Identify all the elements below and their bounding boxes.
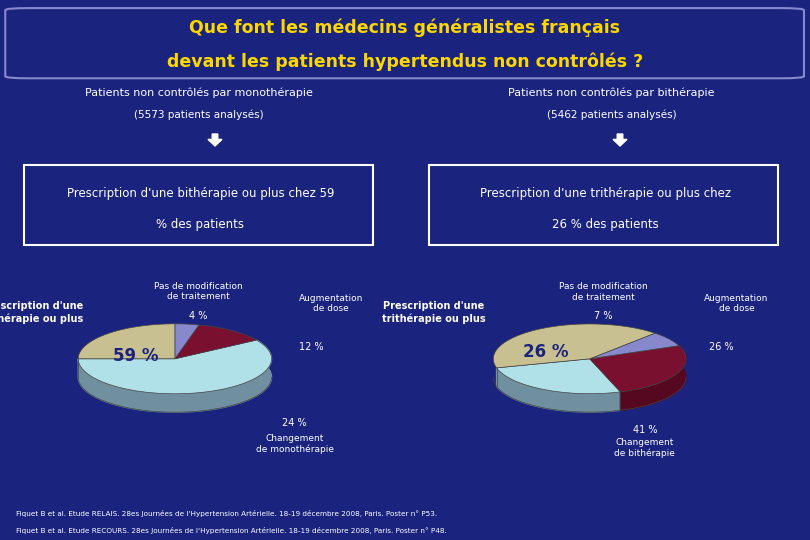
Text: Changement
de bithérapie: Changement de bithérapie	[614, 438, 676, 458]
Polygon shape	[79, 340, 271, 412]
Text: 12 %: 12 %	[299, 342, 324, 352]
FancyBboxPatch shape	[23, 165, 373, 245]
Text: Prescription d'une trithérapie ou plus chez: Prescription d'une trithérapie ou plus c…	[480, 187, 731, 200]
Text: Prescription d'une
trithérapie ou plus: Prescription d'une trithérapie ou plus	[382, 301, 485, 325]
Text: Patients non contrôlés par bithérapie: Patients non contrôlés par bithérapie	[509, 87, 714, 98]
Text: Que font les médecins généralistes français: Que font les médecins généralistes franç…	[190, 18, 620, 37]
Text: Prescription d'une
bithérapie ou plus: Prescription d'une bithérapie ou plus	[0, 301, 83, 325]
Text: 41 %: 41 %	[633, 424, 657, 435]
Text: 26 %: 26 %	[709, 342, 734, 352]
Text: 26 %: 26 %	[523, 343, 569, 361]
Polygon shape	[590, 333, 679, 359]
Text: 7 %: 7 %	[595, 310, 612, 321]
Text: Fiquet B et al. Etude RELAIS. 28es Journées de l'Hypertension Artérielle. 18-19 : Fiquet B et al. Etude RELAIS. 28es Journ…	[16, 510, 437, 517]
Text: Fiquet B et al. Etude RECOURS. 28es Journées de l'Hypertension Artérielle. 18-19: Fiquet B et al. Etude RECOURS. 28es Jour…	[16, 528, 447, 534]
Polygon shape	[590, 346, 686, 392]
Text: % des patients: % des patients	[156, 218, 245, 231]
Polygon shape	[79, 324, 175, 359]
Polygon shape	[620, 346, 686, 410]
Text: 26 % des patients: 26 % des patients	[552, 218, 659, 231]
Text: Augmentation
de dose: Augmentation de dose	[299, 294, 364, 313]
Polygon shape	[175, 325, 257, 359]
Polygon shape	[79, 340, 271, 394]
Polygon shape	[493, 324, 655, 368]
Polygon shape	[497, 368, 620, 412]
Text: Pas de modification
de traitement: Pas de modification de traitement	[154, 282, 242, 301]
Text: Pas de modification
de traitement: Pas de modification de traitement	[559, 282, 648, 301]
Text: devant les patients hypertendus non contrôlés ?: devant les patients hypertendus non cont…	[167, 52, 643, 71]
Polygon shape	[497, 359, 620, 394]
Text: Patients non contrôlés par monothérapie: Patients non contrôlés par monothérapie	[84, 87, 313, 98]
Text: Changement
de monothérapie: Changement de monothérapie	[255, 434, 334, 454]
Text: 4 %: 4 %	[189, 310, 207, 321]
Text: Prescription d'une bithérapie ou plus chez 59: Prescription d'une bithérapie ou plus ch…	[66, 187, 335, 200]
Text: Augmentation
de dose: Augmentation de dose	[705, 294, 769, 313]
FancyBboxPatch shape	[6, 8, 804, 78]
Polygon shape	[613, 134, 627, 146]
Text: 59 %: 59 %	[113, 347, 159, 365]
Polygon shape	[208, 134, 222, 146]
FancyBboxPatch shape	[428, 165, 778, 245]
Polygon shape	[175, 324, 199, 359]
Text: 24 %: 24 %	[282, 418, 307, 428]
Text: (5573 patients analysés): (5573 patients analysés)	[134, 110, 263, 120]
Text: (5462 patients analysés): (5462 patients analysés)	[547, 110, 676, 120]
